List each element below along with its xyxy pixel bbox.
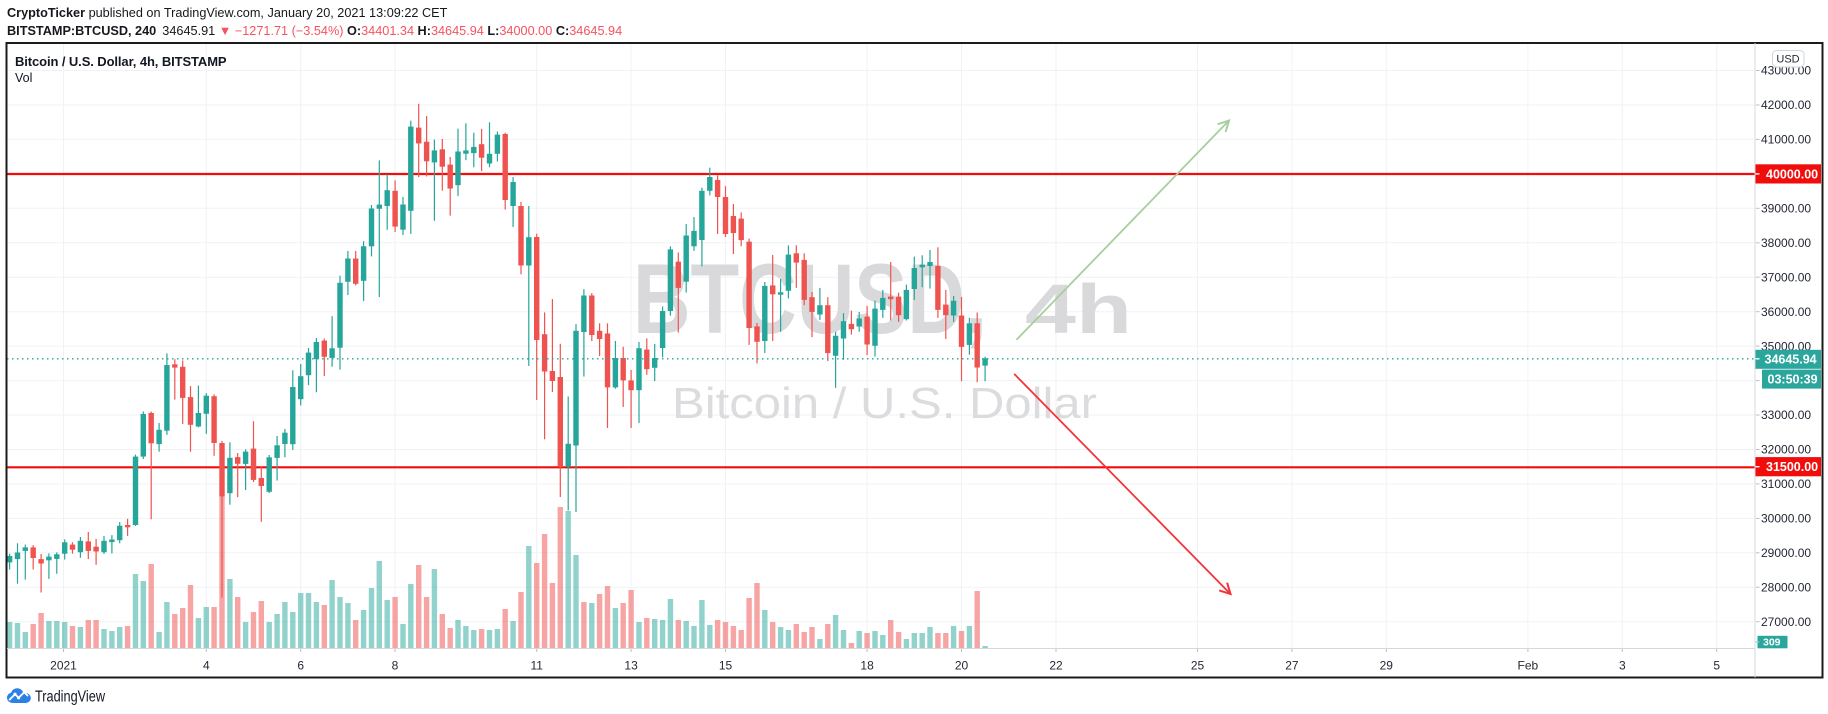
- svg-text:29: 29: [1380, 659, 1394, 673]
- svg-text:28000.00: 28000.00: [1761, 581, 1811, 595]
- svg-text:13: 13: [624, 659, 638, 673]
- svg-text:37000.00: 37000.00: [1761, 270, 1811, 284]
- svg-text:4: 4: [203, 659, 210, 673]
- svg-text:3: 3: [1619, 659, 1626, 673]
- svg-text:40000.00: 40000.00: [1766, 167, 1818, 181]
- svg-text:18: 18: [860, 659, 874, 673]
- svg-text:6: 6: [297, 659, 304, 673]
- svg-text:42000.00: 42000.00: [1761, 98, 1811, 112]
- svg-text:Bitcoin / U.S. Dollar: Bitcoin / U.S. Dollar: [672, 379, 1097, 428]
- svg-text:4h: 4h: [1025, 270, 1132, 348]
- svg-text:25: 25: [1191, 659, 1205, 673]
- svg-text:309: 309: [1763, 637, 1781, 649]
- svg-text:5: 5: [1713, 659, 1720, 673]
- svg-text:38000.00: 38000.00: [1761, 236, 1811, 250]
- svg-text:03:50:39: 03:50:39: [1768, 372, 1818, 386]
- svg-text:30000.00: 30000.00: [1761, 512, 1811, 526]
- svg-text:8: 8: [392, 659, 399, 673]
- svg-text:34645.94: 34645.94: [1765, 353, 1817, 367]
- svg-text:32000.00: 32000.00: [1761, 443, 1811, 457]
- svg-text:TradingView: TradingView: [35, 689, 106, 705]
- svg-text:31500.00: 31500.00: [1766, 460, 1818, 474]
- svg-text:27000.00: 27000.00: [1761, 615, 1811, 629]
- svg-text:15: 15: [719, 659, 733, 673]
- svg-text:Feb: Feb: [1518, 659, 1539, 673]
- svg-text:36000.00: 36000.00: [1761, 305, 1811, 319]
- svg-text:29000.00: 29000.00: [1761, 546, 1811, 560]
- svg-text:USD: USD: [1776, 54, 1799, 66]
- svg-text:22: 22: [1049, 659, 1063, 673]
- svg-text:39000.00: 39000.00: [1761, 202, 1811, 216]
- svg-text:11: 11: [530, 659, 543, 673]
- svg-text:33000.00: 33000.00: [1761, 408, 1811, 422]
- svg-text:27: 27: [1285, 659, 1299, 673]
- svg-text:31000.00: 31000.00: [1761, 477, 1811, 491]
- svg-text:20: 20: [955, 659, 969, 673]
- svg-text:41000.00: 41000.00: [1761, 133, 1811, 147]
- svg-text:2021: 2021: [50, 659, 77, 673]
